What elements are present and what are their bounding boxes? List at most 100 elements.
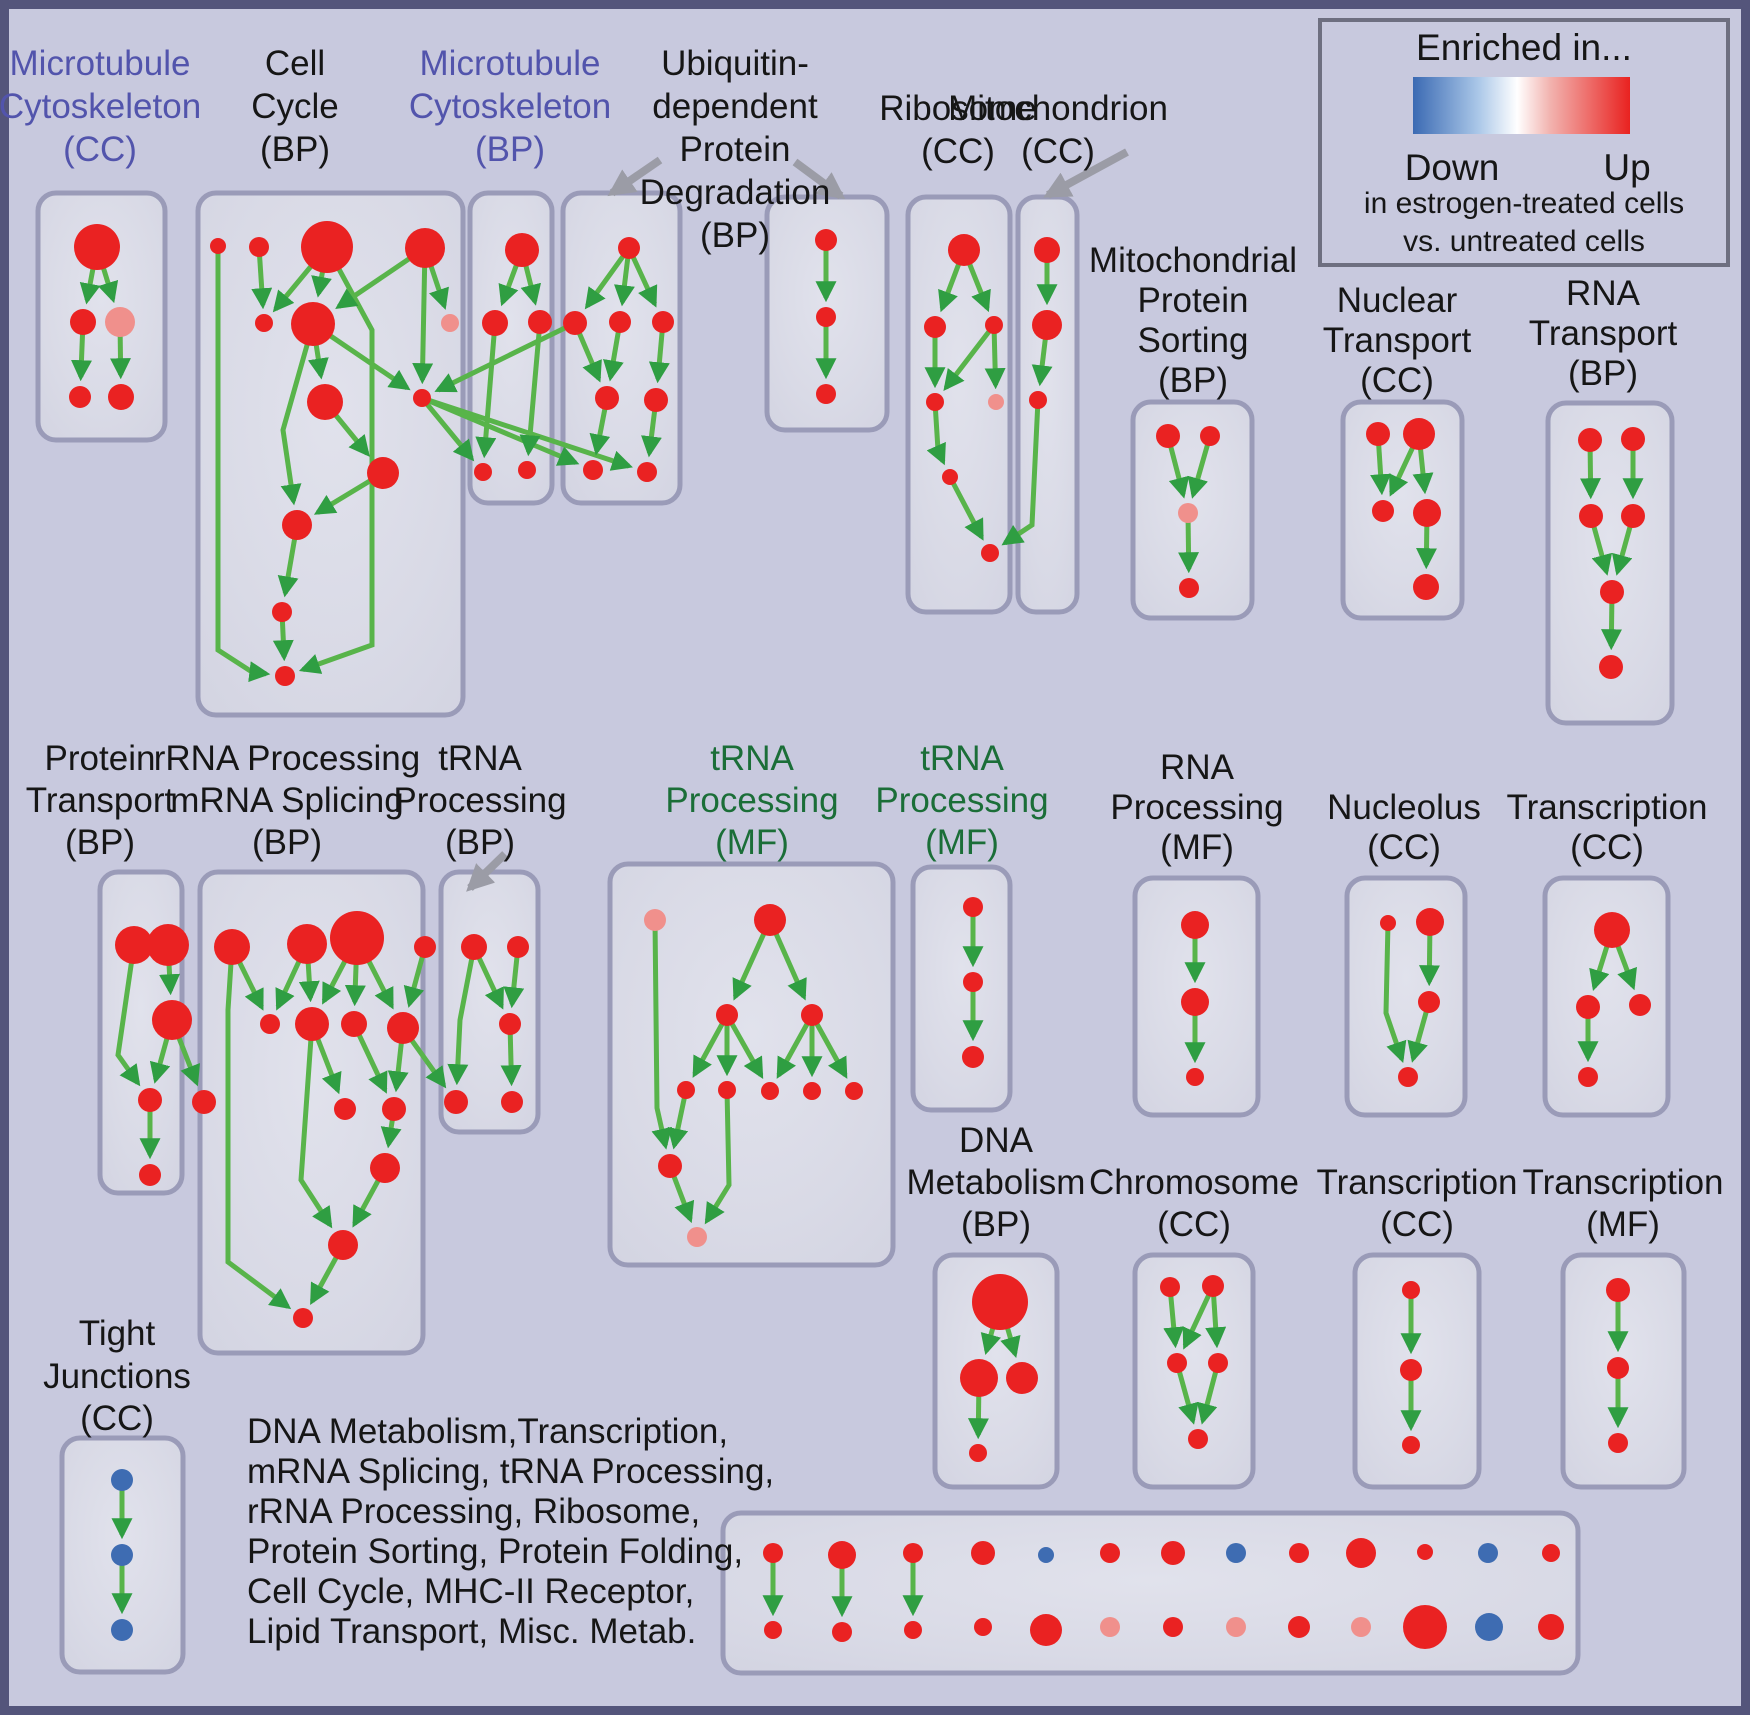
cluster-label-tight-junctions-cc: Tight bbox=[79, 1314, 156, 1353]
cluster-label-microtubule-cytoskeleton-bp: Cytoskeleton bbox=[409, 87, 611, 126]
gene-node-m2 bbox=[507, 936, 529, 958]
cluster-box-trna-processing-mf-small bbox=[910, 864, 1013, 1113]
gene-node-z22 bbox=[1288, 1616, 1310, 1638]
cluster-box-nuclear-transport-cc bbox=[1340, 399, 1465, 621]
cluster-label-tight-junctions-cc: Junctions bbox=[43, 1357, 191, 1396]
gene-node-w2 bbox=[1400, 1359, 1422, 1381]
gene-node-k5 bbox=[139, 1164, 161, 1186]
edge-d1-d2 bbox=[584, 246, 632, 310]
edge-b4-b9 bbox=[412, 247, 434, 385]
gene-node-a5 bbox=[108, 384, 134, 410]
cluster-label-mitochondrion-cc: Mitochondrion bbox=[948, 89, 1168, 128]
gene-node-p1 bbox=[644, 909, 666, 931]
cluster-label-dna-metabolism-bp: (BP) bbox=[961, 1205, 1031, 1244]
gene-node-f2 bbox=[924, 316, 946, 338]
gene-node-p2 bbox=[754, 904, 786, 936]
gene-node-v2 bbox=[1202, 1275, 1224, 1297]
gene-node-b10 bbox=[367, 457, 399, 489]
edge-s1-s4 bbox=[1383, 922, 1407, 1064]
gene-node-l7 bbox=[341, 1011, 367, 1037]
cluster-label-microtubule-cytoskeleton-bp: Microtubule bbox=[420, 44, 601, 83]
gene-node-l8 bbox=[387, 1012, 419, 1044]
gene-node-j5 bbox=[1600, 580, 1624, 604]
cluster-label-mitochondrial-protein-sorting-bp: Sorting bbox=[1138, 321, 1249, 360]
gene-node-i2 bbox=[1403, 418, 1435, 450]
gene-node-w3 bbox=[1402, 1436, 1420, 1454]
gene-node-k1 bbox=[115, 926, 153, 964]
gene-node-u2 bbox=[960, 1359, 998, 1397]
legend-subtitle-line1: in estrogen-treated cells bbox=[1364, 187, 1684, 220]
gene-node-s4 bbox=[1398, 1067, 1418, 1087]
edge-c2-c4 bbox=[475, 322, 498, 459]
gene-node-z4 bbox=[971, 1541, 995, 1565]
gene-node-l9 bbox=[334, 1098, 356, 1120]
edge-f4-f6 bbox=[926, 401, 946, 466]
gene-node-c1 bbox=[505, 233, 539, 267]
gene-node-m5 bbox=[501, 1091, 523, 1113]
edge-f3-f4 bbox=[943, 323, 996, 392]
edge-p5-p10 bbox=[667, 1089, 689, 1150]
gene-node-d1 bbox=[618, 237, 640, 259]
gene-node-a1 bbox=[74, 224, 120, 270]
gene-node-b9 bbox=[413, 389, 431, 407]
gene-node-r1 bbox=[1181, 911, 1209, 939]
cluster-label-ribosome-cc: (CC) bbox=[921, 132, 995, 171]
gene-node-l5 bbox=[260, 1014, 280, 1034]
gene-node-k3 bbox=[152, 1000, 192, 1040]
gene-node-q3 bbox=[962, 1046, 984, 1068]
edge-c3-c5 bbox=[519, 321, 543, 457]
gene-node-j4 bbox=[1621, 504, 1645, 528]
gene-node-k4 bbox=[138, 1088, 162, 1112]
cluster-label-ribosome-cc: Ribosome bbox=[879, 89, 1037, 128]
cluster-label-trna-processing-bp: tRNA bbox=[438, 739, 522, 778]
gene-node-c3 bbox=[528, 310, 552, 334]
gene-node-f6 bbox=[942, 469, 958, 485]
cluster-label-transcription-cc-upper: (CC) bbox=[1570, 828, 1644, 867]
gene-node-b6 bbox=[291, 302, 335, 346]
cluster-label-mitochondrial-protein-sorting-bp: Protein bbox=[1138, 281, 1249, 320]
gene-node-g2 bbox=[1032, 310, 1062, 340]
gene-node-m1 bbox=[461, 934, 487, 960]
cluster-label-nucleolus-cc: (CC) bbox=[1367, 828, 1441, 867]
cluster-label-rna-processing-mf: RNA bbox=[1160, 748, 1235, 787]
gene-node-j2 bbox=[1621, 427, 1645, 451]
gene-node-x3 bbox=[1608, 1433, 1628, 1453]
edge-f3-f5 bbox=[984, 324, 1006, 390]
legend-subtitle-line2: vs. untreated cells bbox=[1403, 225, 1645, 258]
cluster-label-transcription-mf: Transcription bbox=[1523, 1163, 1724, 1202]
edge-p6-p11 bbox=[704, 1089, 732, 1225]
gene-node-p10 bbox=[658, 1154, 682, 1178]
cluster-label-rna-transport-bp: (BP) bbox=[1568, 354, 1638, 393]
cluster-label-cell-cycle-bp: Cell bbox=[265, 44, 325, 83]
cluster-label-nuclear-transport-cc: Nuclear bbox=[1337, 281, 1458, 320]
gene-node-b11 bbox=[282, 510, 312, 540]
cluster-label-transcription-cc-lower: Transcription bbox=[1317, 1163, 1518, 1202]
legend-title: Enriched in... bbox=[1416, 27, 1632, 68]
gene-node-z15 bbox=[832, 1622, 852, 1642]
cluster-label-microtubule-cytoskeleton-cc: (CC) bbox=[63, 130, 137, 169]
gene-node-h2 bbox=[1200, 426, 1220, 446]
edge-p4-p9 bbox=[809, 1013, 848, 1079]
gene-node-m4 bbox=[444, 1090, 468, 1114]
gene-node-v4 bbox=[1208, 1353, 1228, 1373]
gene-node-l1 bbox=[214, 929, 250, 965]
cluster-label-transcription-cc-lower: (CC) bbox=[1380, 1205, 1454, 1244]
gene-node-i3 bbox=[1372, 500, 1394, 522]
merged-clusters-text-line: mRNA Splicing, tRNA Processing, bbox=[247, 1452, 774, 1491]
gene-node-e3 bbox=[816, 384, 836, 404]
legend-gradient-bar bbox=[1413, 77, 1630, 134]
gene-node-p6 bbox=[718, 1081, 736, 1099]
cluster-label-cell-cycle-bp: (BP) bbox=[260, 130, 330, 169]
merged-clusters-text-line: Lipid Transport, Misc. Metab. bbox=[247, 1612, 696, 1651]
cluster-label-trna-processing-mf-small: Processing bbox=[875, 781, 1048, 820]
cluster-label-rrna-processing-mrna-splicing-bp: (BP) bbox=[252, 823, 322, 862]
cluster-label-mitochondrion-cc: (CC) bbox=[1021, 132, 1095, 171]
edge-p4-p7 bbox=[776, 1013, 815, 1079]
cluster-label-protein-transport-bp: Transport bbox=[26, 781, 175, 820]
label-pointer-arrow-4 bbox=[466, 851, 508, 892]
cluster-label-ubiquitin-dependent-protein-degradation-bp: Protein bbox=[680, 130, 791, 169]
merged-clusters-text-line: DNA Metabolism,Transcription, bbox=[247, 1412, 728, 1451]
gene-node-z11 bbox=[1417, 1544, 1433, 1560]
edge-b6-b11 bbox=[280, 323, 316, 506]
